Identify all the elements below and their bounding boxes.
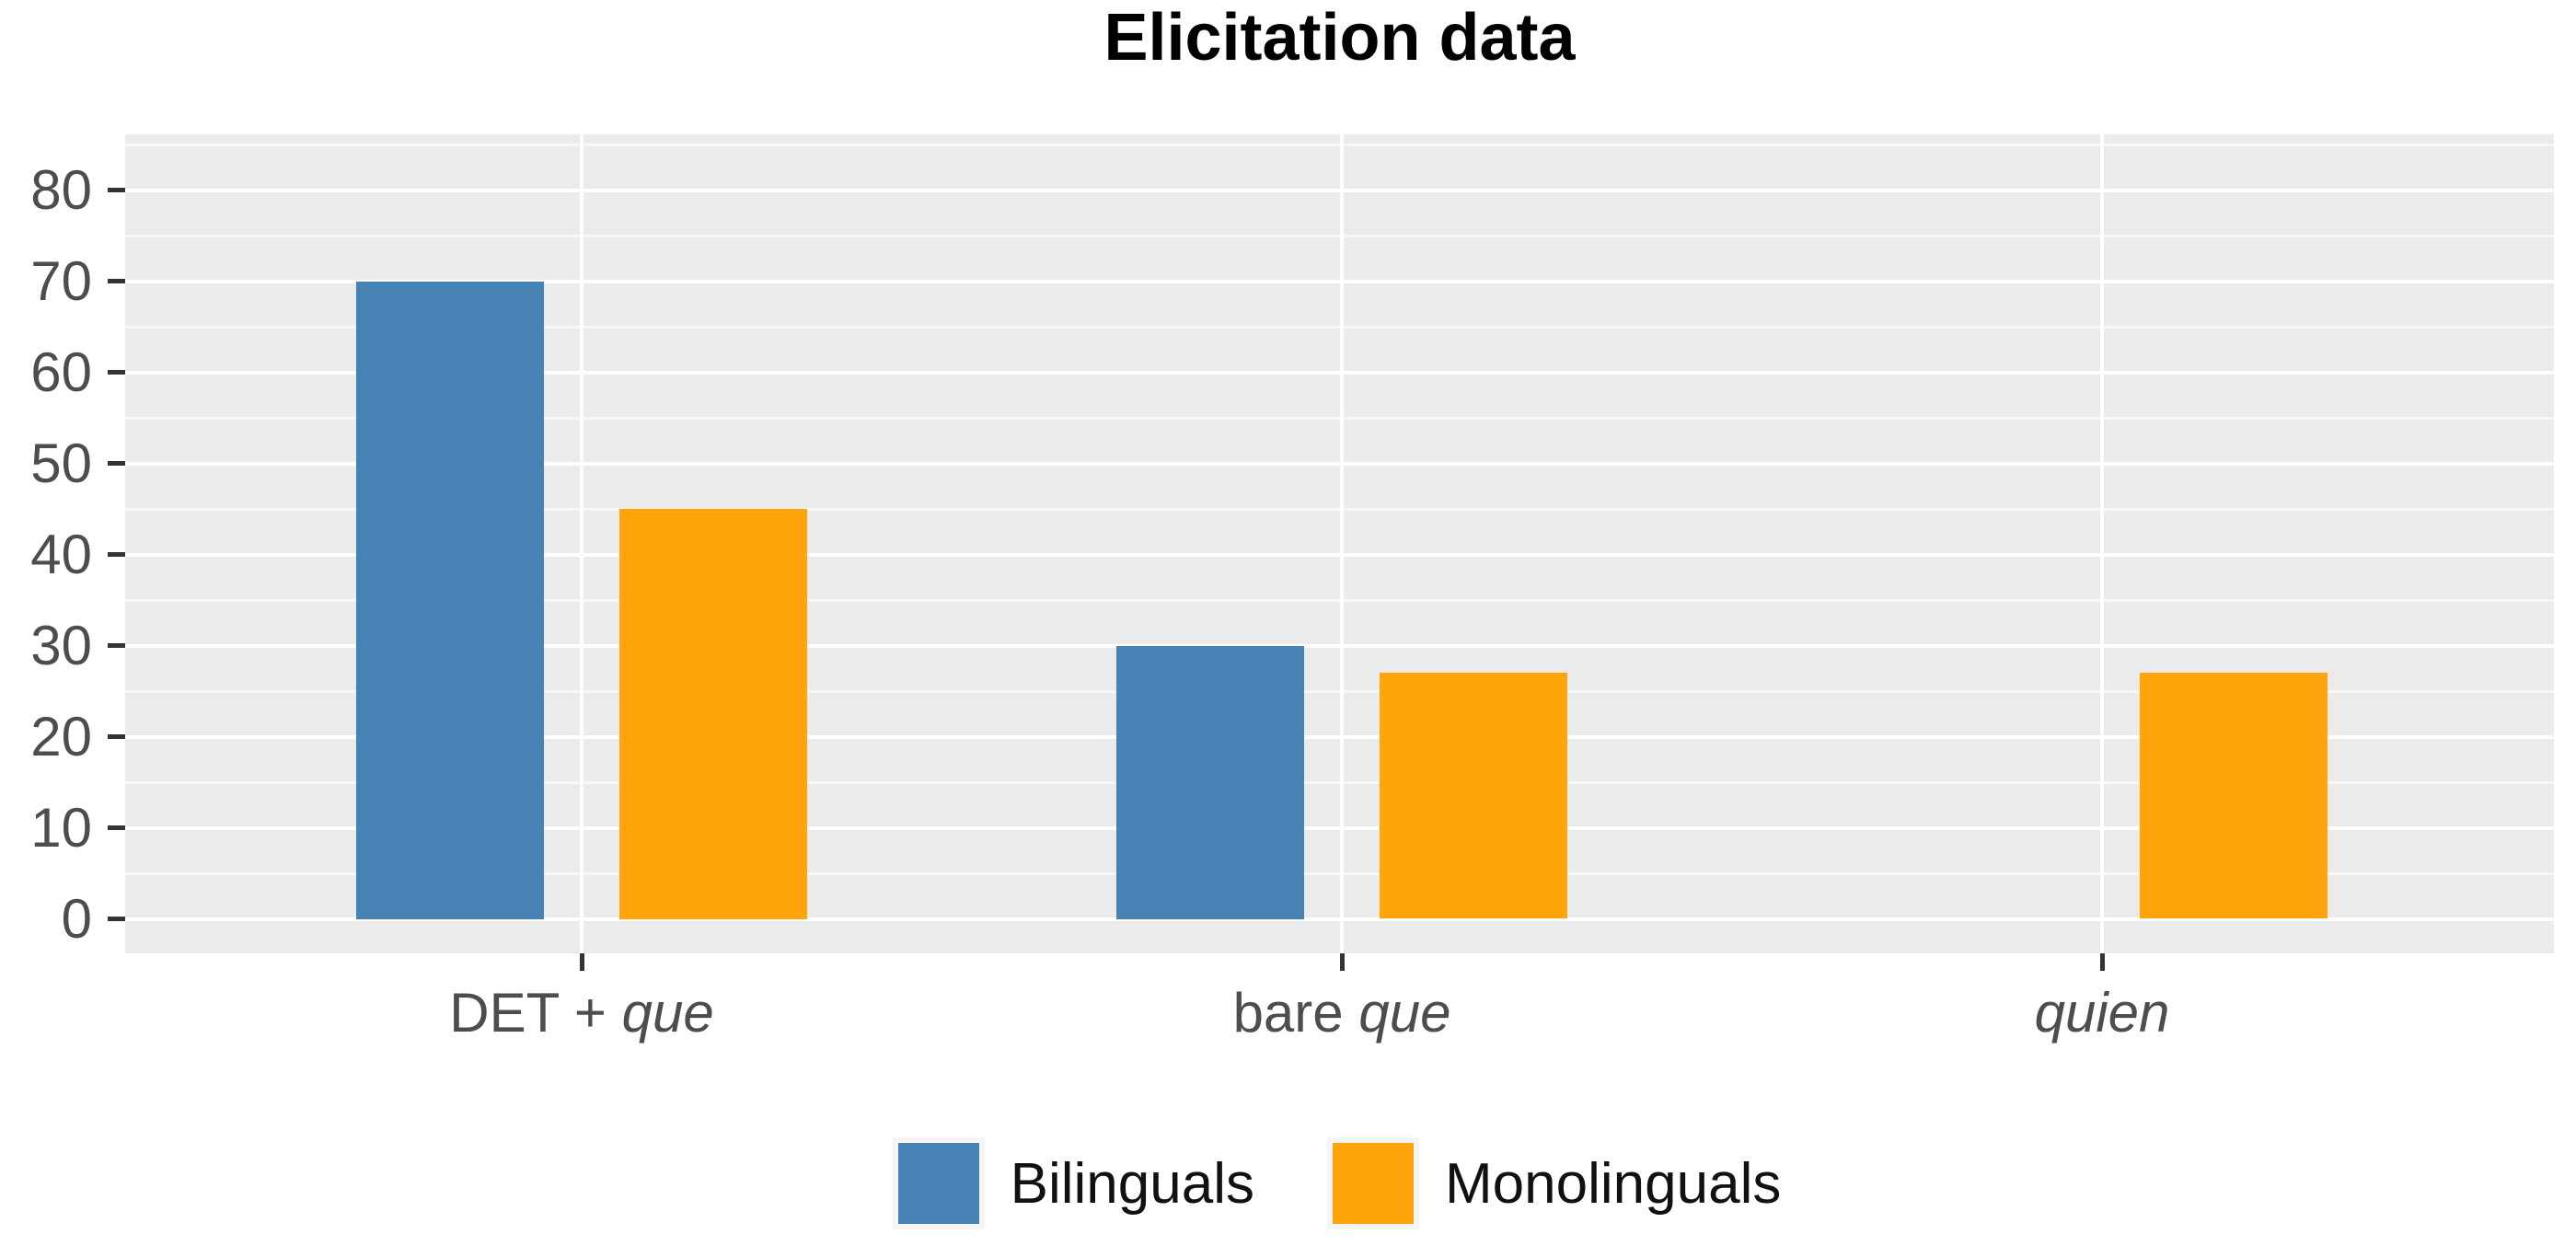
y-axis-label-80: 80 [30,158,92,221]
x-label-roman-part: DET + [449,982,622,1044]
gridline-minor-y55 [125,416,2554,420]
gridline-minor-y15 [125,780,2554,784]
x-label-italic-part: quien [2034,982,2170,1044]
bar-monolinguals-quien [2140,673,2328,919]
gridline-major-y0 [125,917,2554,921]
legend: Bilinguals Monolinguals [125,1137,2554,1229]
gridline-minor-y45 [125,507,2554,511]
y-axis-tick-20 [108,734,125,739]
bar-monolinguals-DET-que [619,509,807,919]
gridline-minor-y85 [125,143,2554,146]
y-axis-tick-60 [108,370,125,375]
gridline-major-y10 [125,825,2554,830]
gridline-major-y40 [125,552,2554,557]
y-axis-label-60: 60 [30,340,92,403]
bar-bilinguals-bare-que [1116,645,1304,919]
x-axis-label-quien: quien [1734,979,2470,1047]
legend-label-bilinguals: Bilinguals [1010,1151,1255,1216]
legend-swatch-bilinguals [892,1137,985,1229]
x-label-italic-part: que [1358,982,1451,1044]
y-axis-label-30: 30 [30,614,92,676]
x-axis-tick-bare-que [1339,953,1345,971]
y-axis-tick-80 [108,188,125,192]
y-axis-label-40: 40 [30,523,92,585]
gridline-major-x-DET-que [580,134,583,953]
bar-monolinguals-bare-que [1380,673,1567,919]
y-axis-tick-50 [108,461,125,466]
gridline-major-x-bare-que [1340,134,1344,953]
gridline-major-y70 [125,279,2554,283]
legend-label-monolinguals: Monolinguals [1445,1151,1782,1216]
gridline-major-y80 [125,188,2554,192]
x-axis-label-bare-que: bare que [974,979,1710,1047]
x-axis-label-DET-que: DET + que [214,979,950,1047]
y-axis-label-20: 20 [30,705,92,767]
y-axis-label-0: 0 [61,887,92,950]
gridline-minor-y75 [125,234,2554,237]
gridline-major-y50 [125,461,2554,466]
y-axis-label-10: 10 [30,796,92,859]
gridline-major-y30 [125,643,2554,648]
y-axis-label-50: 50 [30,432,92,494]
legend-item-monolinguals: Monolinguals [1327,1137,1782,1229]
y-axis-label-70: 70 [30,249,92,312]
x-label-italic-part: que [621,982,714,1044]
y-axis-tick-40 [108,552,125,557]
y-axis-tick-10 [108,825,125,830]
legend-item-bilinguals: Bilinguals [892,1137,1255,1229]
x-axis-tick-DET-que [579,953,584,971]
plot-panel [125,134,2554,953]
x-label-roman-part: bare [1232,982,1359,1044]
y-axis-tick-30 [108,643,125,648]
y-axis-tick-0 [108,917,125,921]
gridline-major-x-quien [2100,134,2104,953]
gridline-major-y60 [125,370,2554,375]
y-axis-tick-70 [108,279,125,283]
legend-swatch-monolinguals [1327,1137,1420,1229]
gridline-minor-y35 [125,598,2554,602]
gridline-major-y20 [125,734,2554,739]
gridline-minor-y25 [125,689,2554,693]
gridline-minor-y65 [125,325,2554,329]
gridline-minor-y5 [125,871,2554,875]
x-axis-tick-quien [2099,953,2105,971]
chart-title: Elicitation data [1103,1,1576,75]
bar-bilinguals-DET-que [356,281,544,919]
